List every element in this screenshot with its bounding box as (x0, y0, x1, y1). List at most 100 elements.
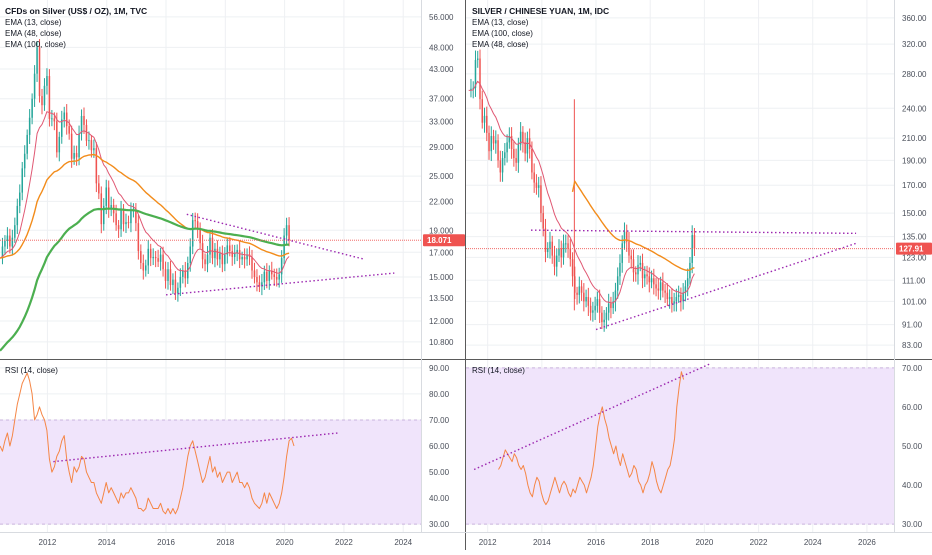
candle-body (48, 76, 51, 119)
time-tick-label: 2012 (39, 538, 57, 547)
candle-body (251, 256, 253, 271)
candle-body (6, 235, 9, 241)
candle-body (657, 288, 660, 291)
candle-body (481, 99, 484, 123)
candle-body (639, 262, 642, 265)
candle-body (506, 142, 508, 153)
candle-body (537, 185, 540, 188)
candle-body (174, 279, 177, 294)
candle-body (33, 73, 36, 99)
candle-body (58, 136, 61, 153)
price-tick-label: 240.00 (902, 104, 927, 113)
candle-body (508, 135, 511, 143)
candle-body (546, 248, 549, 253)
candle-body (75, 153, 78, 158)
candle-body (110, 204, 112, 210)
price-tick-label: 170.00 (902, 181, 927, 190)
price-tick-label: 70.00 (429, 416, 450, 425)
price-tick-label: 43.000 (429, 65, 454, 74)
candle-body (238, 249, 241, 260)
ema-13-line (0, 111, 290, 274)
candle-body (585, 296, 587, 302)
price-tick-label: 123.00 (902, 253, 927, 262)
candle-body (201, 243, 204, 260)
candle-body (46, 76, 48, 86)
price-tick-label: 25.000 (429, 172, 454, 181)
candle-body (625, 231, 628, 242)
candle-body (219, 253, 221, 260)
time-tick-label: 2012 (479, 538, 497, 547)
candle-body (623, 231, 626, 244)
left-legend-ema-1[interactable]: EMA (13, close) (5, 18, 62, 27)
price-tick-label: 37.000 (429, 95, 454, 104)
candle-body (241, 256, 243, 260)
candle-body (204, 259, 206, 265)
candle-body (522, 131, 524, 143)
candle-body (115, 213, 117, 226)
candle-body (93, 148, 95, 151)
time-tick-label: 2026 (858, 538, 876, 547)
candle-body (693, 234, 696, 249)
candle-body (206, 254, 209, 265)
candle-body (209, 237, 211, 255)
candle-body (596, 299, 599, 306)
candle-body (675, 296, 678, 302)
candle-body (560, 248, 563, 258)
candle-body (490, 135, 493, 152)
candle-body (592, 310, 594, 313)
candle-body (184, 270, 187, 279)
candle-body (182, 270, 184, 277)
candle-body (655, 284, 657, 289)
rsi-line (498, 371, 685, 506)
candle-body (583, 292, 585, 302)
candle-body (472, 87, 474, 89)
right-chart-title[interactable]: SILVER / CHINESE YUAN, 1M, IDC (472, 6, 609, 16)
candle-body (73, 153, 75, 159)
candle-body (278, 274, 280, 280)
candle-body (122, 209, 125, 225)
candle-body (587, 296, 590, 306)
left-legend-ema-3[interactable]: EMA (100, close) (5, 40, 66, 49)
right-legend-ema-2[interactable]: EMA (100, close) (472, 29, 533, 38)
left-legend-ema-2[interactable]: EMA (48, close) (5, 29, 62, 38)
candle-body (140, 251, 142, 263)
time-tick-label: 2022 (750, 538, 768, 547)
price-tick-label: 83.00 (902, 341, 923, 350)
candle-body (127, 222, 130, 224)
candle-body (565, 243, 567, 245)
left-last-price-tag: 18.071 (423, 234, 465, 247)
candle-body (637, 264, 639, 275)
candle-body (177, 287, 179, 294)
candle-body (598, 299, 601, 313)
left-rsi-title[interactable]: RSI (14, close) (5, 366, 58, 375)
candle-body (147, 248, 150, 266)
candle-body (137, 223, 140, 252)
candle-body (671, 296, 673, 304)
candle-body (580, 286, 583, 293)
candle-body (61, 119, 63, 137)
candle-body (65, 112, 68, 127)
candle-body (142, 262, 145, 271)
right-legend-ema-1[interactable]: EMA (13, close) (472, 18, 529, 27)
candle-body (644, 274, 646, 279)
right-legend-ema-3[interactable]: EMA (48, close) (472, 40, 529, 49)
price-tick-label: 10.800 (429, 338, 454, 347)
candle-body (196, 221, 199, 230)
rsi-line (0, 372, 295, 515)
candle-body (145, 265, 147, 271)
candle-body (476, 58, 479, 61)
right-rsi-title[interactable]: RSI (14, close) (472, 366, 525, 375)
candle-body (517, 144, 520, 163)
candle-body (149, 248, 152, 259)
price-tick-label: 90.00 (429, 364, 450, 373)
candle-body (488, 132, 490, 152)
candle-body (135, 210, 137, 224)
left-chart-title[interactable]: CFDs on Silver (US$ / OZ), 1M, TVC (5, 6, 147, 16)
candle-body (283, 235, 285, 259)
candle-body (31, 98, 33, 118)
candle-body (621, 243, 623, 263)
price-tick-label: 13.500 (429, 294, 454, 303)
candle-body (540, 185, 542, 214)
candle-body (179, 276, 182, 288)
candle-body (268, 270, 271, 281)
